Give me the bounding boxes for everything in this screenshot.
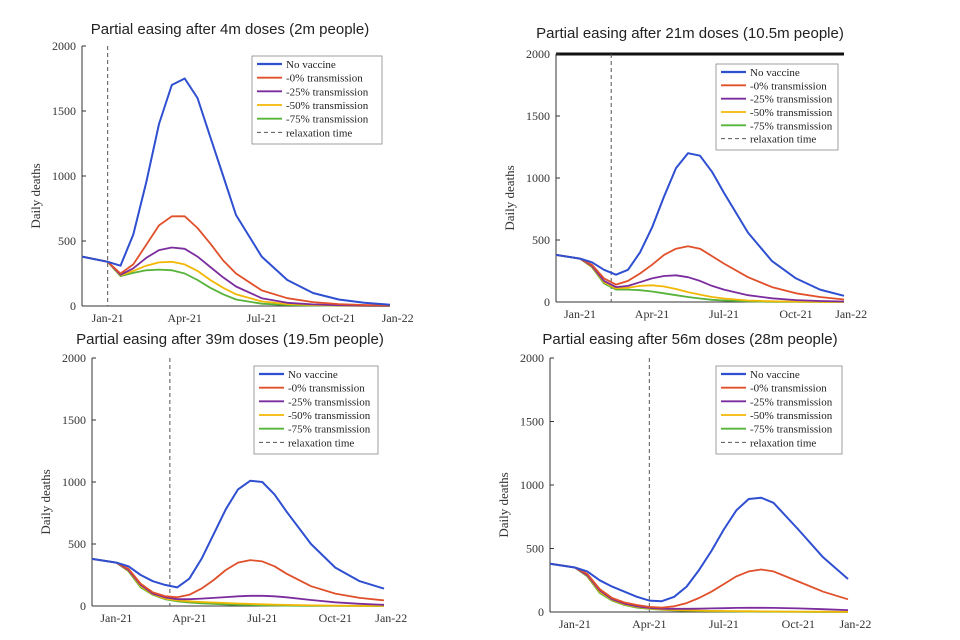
panel-4-series-line-0: [549, 496, 849, 603]
panel-2-y-tick-label-3: 1500: [526, 109, 550, 123]
panel-1-y-tick-label-4: 2000: [52, 39, 76, 53]
panel-2-series-line-0: [555, 152, 845, 297]
panel-1-series-line-3: [81, 255, 391, 307]
panel-2-y-tick-label-0: 0: [544, 295, 550, 309]
panel-3-series-line-1: [91, 558, 385, 602]
panel-2-series-line-3: [555, 254, 845, 303]
panel-2-title: Partial easing after 21m doses (10.5m pe…: [536, 25, 844, 42]
panel-1-legend-box: [251, 55, 383, 145]
panel-4-x-tick-label-1: Apr-21: [632, 617, 666, 631]
panel-1-y-tick-label-3: 1500: [52, 104, 76, 118]
panel-1-series-line-1: [81, 215, 391, 307]
panel-3-series-line-4: [91, 558, 384, 607]
panel-1-x-tick-label-4: Jan-22: [382, 311, 414, 325]
panel-4-legend-label-3: -50% transmission: [750, 410, 833, 422]
panel-3-legend-label-1: -0% transmission: [288, 383, 365, 395]
panel-4-y-tick-label-1: 500: [526, 542, 544, 556]
panel-1-x-tick-label-1: Apr-21: [167, 311, 201, 325]
panel-1-legend-label-1: -0% transmission: [286, 73, 363, 85]
panel-1-series-line-0: [81, 77, 391, 306]
panel-4-y-axis-label: Daily deaths: [496, 472, 511, 537]
panel-1-x-tick-label-2: Jul-21: [247, 311, 277, 325]
panel-3-legend-label-4: -75% transmission: [288, 424, 371, 436]
panel-1-legend-label-relaxation: relaxation time: [286, 127, 352, 139]
panel-4-legend-label-1: -0% transmission: [750, 383, 827, 395]
panel-4-legend-label-4: -75% transmission: [750, 424, 833, 436]
panel-1-x-tick-label-0: Jan-21: [92, 311, 124, 325]
panel-2-y-tick-label-2: 1000: [526, 171, 550, 185]
panel-3-legend-box: [253, 365, 379, 455]
panel-2-legend-label-relaxation: relaxation time: [750, 134, 816, 146]
panel-1-title: Partial easing after 4m doses (2m people…: [91, 21, 369, 38]
panel-1-y-tick-label-2: 1000: [52, 169, 76, 183]
panel-2-y-tick-label-1: 500: [532, 233, 550, 247]
panel-2-x-tick-label-0: Jan-21: [564, 307, 596, 321]
panel-3-legend-label-0: No vaccine: [288, 369, 338, 381]
panel-2-x-tick-label-4: Jan-22: [835, 307, 867, 321]
panel-3-x-tick-label-0: Jan-21: [100, 611, 132, 625]
panel-4-title: Partial easing after 56m doses (28m peop…: [542, 331, 837, 348]
panel-3-y-tick-label-3: 1500: [62, 413, 86, 427]
panel-4-legend-box: [715, 365, 843, 455]
panel-3-y-axis-label: Daily deaths: [38, 469, 53, 534]
panel-4-legend-label-2: -25% transmission: [750, 396, 833, 408]
panel-3-series-line-2: [91, 558, 385, 606]
panel-2-x-tick-label-2: Jul-21: [709, 307, 739, 321]
panel-3-y-tick-label-2: 1000: [62, 475, 86, 489]
panel-3-y-tick-label-1: 500: [68, 537, 86, 551]
panel-3-y-tick-label-4: 2000: [62, 351, 86, 365]
panel-3-series-line-0: [91, 479, 385, 590]
panel-4-series-line-2: [549, 562, 849, 611]
panel-2-series-line-2: [555, 254, 845, 303]
panel-4-x-tick-label-2: Jul-21: [709, 617, 739, 631]
panel-3-series-line-3: [91, 558, 385, 607]
panel-2-y-axis-label: Daily deaths: [502, 165, 517, 230]
panel-1-series-line-4: [81, 255, 391, 307]
panel-4-y-tick-label-2: 1000: [520, 478, 544, 492]
panel-2-legend-label-0: No vaccine: [750, 67, 800, 79]
panel-1-legend-label-2: -25% transmission: [286, 86, 369, 98]
panel-2-legend-label-3: -50% transmission: [750, 107, 833, 119]
panel-1-legend-label-0: No vaccine: [286, 59, 336, 71]
panel-3-x-tick-label-2: Jul-21: [247, 611, 277, 625]
panel-1-y-tick-label-1: 500: [58, 234, 76, 248]
panel-4-x-tick-label-0: Jan-21: [559, 617, 591, 631]
panel-2-x-tick-label-1: Apr-21: [635, 307, 669, 321]
panel-1-y-tick-label-0: 0: [70, 299, 76, 313]
panel-2-legend-label-4: -75% transmission: [750, 120, 833, 132]
panel-3-title: Partial easing after 39m doses (19.5m pe…: [76, 331, 384, 348]
panel-2-legend-box: [715, 63, 839, 151]
panel-1-y-axis-label: Daily deaths: [28, 163, 43, 228]
panel-3-x-tick-label-1: Apr-21: [172, 611, 206, 625]
panel-4-x-tick-label-4: Jan-22: [839, 617, 871, 631]
panel-1-legend-label-4: -75% transmission: [286, 114, 369, 126]
panel-4-y-tick-label-3: 1500: [520, 415, 544, 429]
panel-1-series-line-2: [81, 246, 391, 307]
panel-4-y-tick-label-4: 2000: [520, 351, 544, 365]
panel-2-y-tick-label-4: 2000: [526, 47, 550, 61]
panel-1-legend-label-3: -50% transmission: [286, 100, 369, 112]
panel-4-series-line-1: [549, 562, 849, 609]
panel-2-legend-label-1: -0% transmission: [750, 80, 827, 92]
panel-3-x-tick-label-3: Oct-21: [319, 611, 352, 625]
panel-4-x-tick-label-3: Oct-21: [782, 617, 815, 631]
panel-2-legend-label-2: -25% transmission: [750, 94, 833, 106]
panel-3-legend-label-3: -50% transmission: [288, 410, 371, 422]
panel-3-y-tick-label-0: 0: [80, 599, 86, 613]
panel-2-x-tick-label-3: Oct-21: [779, 307, 812, 321]
panel-3-legend-label-relaxation: relaxation time: [288, 437, 354, 449]
panel-1-x-tick-label-3: Oct-21: [322, 311, 355, 325]
panel-3-x-tick-label-4: Jan-22: [375, 611, 407, 625]
panel-4-y-tick-label-0: 0: [538, 605, 544, 619]
panel-4-legend-label-relaxation: relaxation time: [750, 437, 816, 449]
panel-3-legend-label-2: -25% transmission: [288, 396, 371, 408]
panel-2-series-line-1: [555, 245, 845, 301]
panel-4-legend-label-0: No vaccine: [750, 369, 800, 381]
